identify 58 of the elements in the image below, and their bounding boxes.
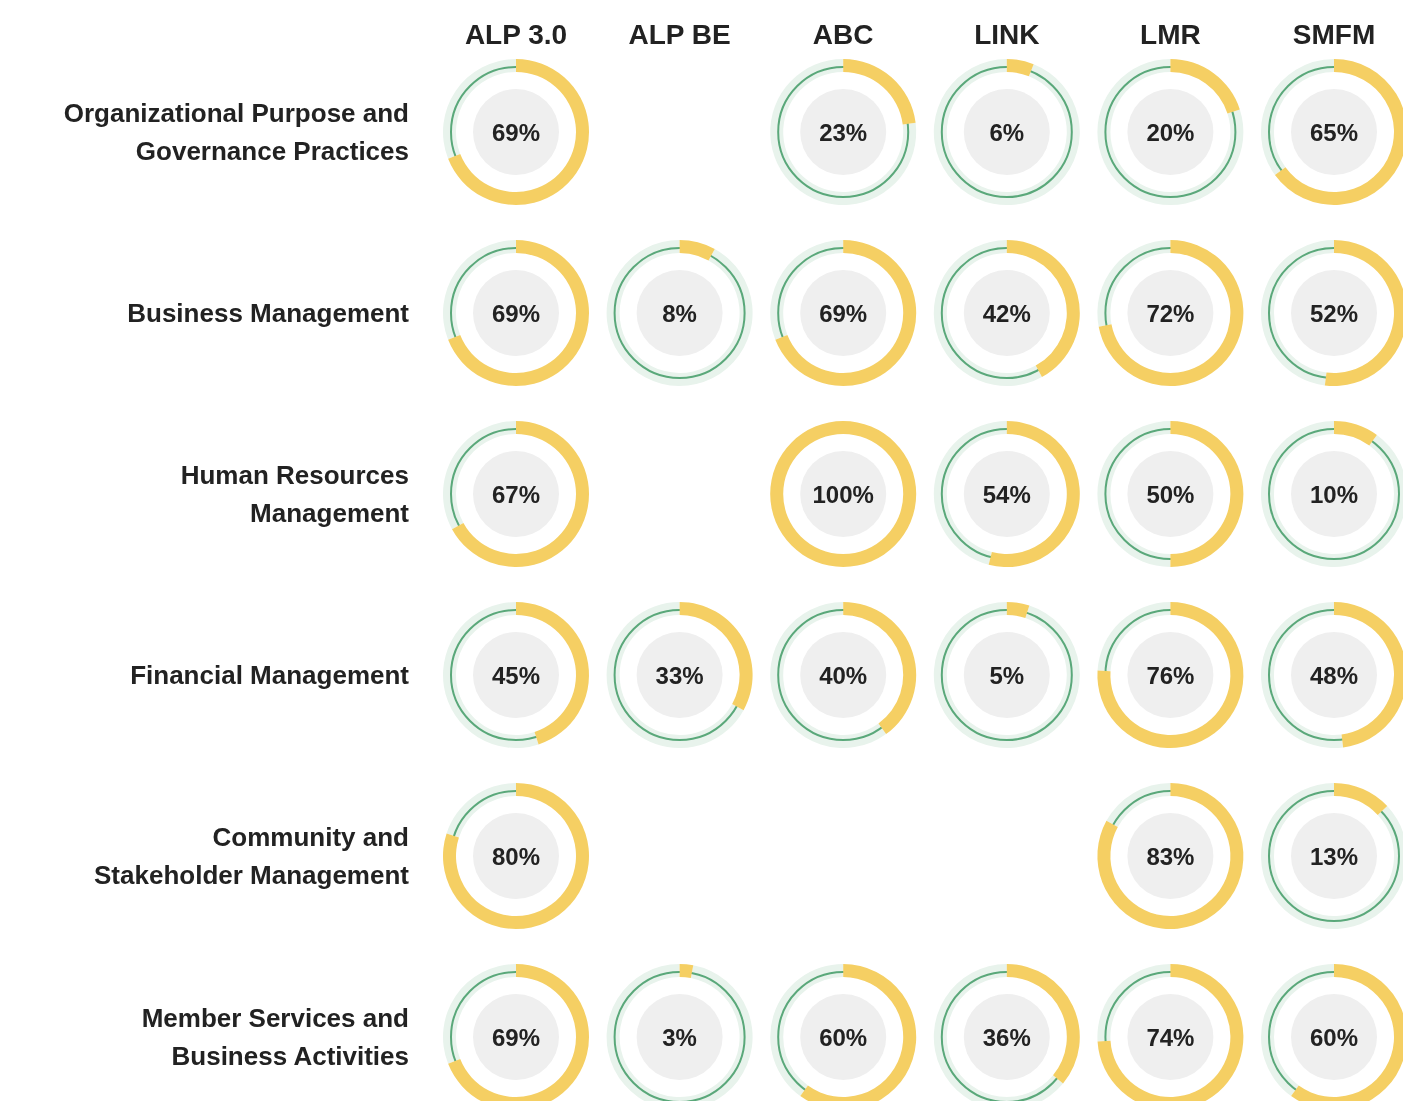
text: 54% xyxy=(982,481,1031,508)
text: 69% xyxy=(819,300,868,327)
donut-slice xyxy=(1006,59,1034,77)
donut-slice xyxy=(679,240,715,261)
category-label: ALP 3.0 xyxy=(464,19,568,50)
text: 74% xyxy=(1146,1024,1195,1051)
text: 69% xyxy=(491,119,541,146)
donut-slice xyxy=(1097,602,1244,748)
category-label: Financial Management xyxy=(130,660,409,690)
donut-slice xyxy=(1006,602,1030,618)
donut-slice xyxy=(843,59,916,125)
text: 65% xyxy=(1309,119,1359,146)
text: 13% xyxy=(1309,843,1359,870)
category-label: Organizational Purpose and Governance Practices xyxy=(63,98,409,166)
text: 76% xyxy=(1146,662,1195,689)
text: 60% xyxy=(1309,1024,1359,1051)
donut-slice xyxy=(775,240,917,386)
text: 80% xyxy=(491,843,541,870)
donut-slice xyxy=(448,240,589,386)
category-label: Business Management xyxy=(127,298,409,328)
text: 5% xyxy=(989,662,1025,689)
category-label: Member Services and Business Activities xyxy=(141,1003,409,1071)
text: 8% xyxy=(662,300,697,327)
category-label: LMR xyxy=(1140,19,1201,50)
category-label: SMFM xyxy=(1292,19,1376,50)
text: 69% xyxy=(491,300,541,327)
text: 60% xyxy=(819,1024,868,1051)
text: 52% xyxy=(1309,300,1359,327)
text: 10% xyxy=(1309,481,1359,508)
text: 83% xyxy=(1146,843,1195,870)
donut-slice xyxy=(1098,240,1244,386)
text: 33% xyxy=(655,662,704,689)
text: 72% xyxy=(1146,300,1195,327)
donut-slice xyxy=(443,783,589,929)
text: 69% xyxy=(491,1024,541,1051)
text: 50% xyxy=(1146,481,1195,508)
text: 48% xyxy=(1309,662,1359,689)
donut-slice xyxy=(1170,59,1240,114)
text: 6% xyxy=(989,119,1025,146)
text: 45% xyxy=(491,662,541,689)
text: 42% xyxy=(982,300,1031,327)
text: 100% xyxy=(812,481,874,508)
text: 3% xyxy=(662,1024,697,1051)
donut-slice xyxy=(452,421,589,567)
text: 20% xyxy=(1146,119,1195,146)
category-label: Community and Stakeholder Management xyxy=(94,822,409,890)
category-label: ABC xyxy=(812,19,874,50)
text: 36% xyxy=(982,1024,1031,1051)
category-label: ALP BE xyxy=(628,19,731,50)
donut-slice xyxy=(1097,783,1244,929)
donut-slice xyxy=(448,59,589,205)
category-label: LINK xyxy=(974,19,1040,50)
donut-slice xyxy=(1334,421,1377,446)
text: 40% xyxy=(819,662,868,689)
category-label: Human Resources Management xyxy=(180,460,409,528)
text: 67% xyxy=(491,481,541,508)
donut-slice xyxy=(1334,783,1388,815)
text: 23% xyxy=(819,119,868,146)
